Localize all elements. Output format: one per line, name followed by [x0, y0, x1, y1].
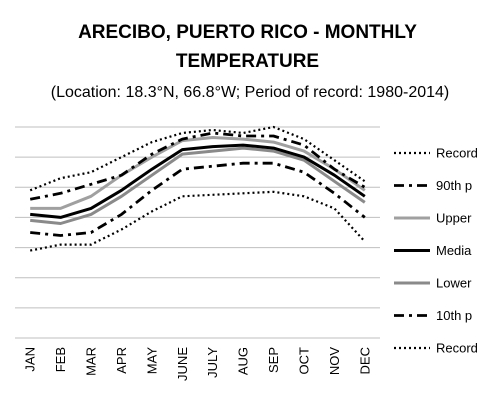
x-tick-label: OCT	[296, 347, 311, 375]
x-axis-ticks: JAN FEB MAR APR MAY JUNE JULY AUG SEP OCT NOV DEC	[23, 347, 373, 381]
legend-label: 90th p	[436, 178, 472, 193]
legend-label: Record	[436, 146, 478, 161]
x-tick-label: AUG	[236, 347, 251, 375]
x-tick-label: NOV	[327, 347, 342, 376]
x-tick-label: DEC	[357, 347, 372, 374]
x-tick-label: JULY	[205, 347, 220, 378]
chart-title-line-2: TEMPERATURE	[176, 51, 319, 72]
legend-label: Upper	[436, 211, 472, 226]
x-tick-label: FEB	[53, 347, 68, 372]
x-tick-label: MAY	[144, 347, 159, 375]
legend-label: Media	[436, 243, 472, 258]
series-line-record-6	[29, 190, 366, 252]
series-line-median-3	[30, 143, 366, 219]
series-line-10th-percentile-5	[30, 161, 366, 237]
x-tick-label: SEP	[266, 347, 281, 373]
chart-subtitle: (Location: 18.3°N, 66.8°W; Period of rec…	[51, 84, 450, 101]
legend-label: Lower	[436, 276, 472, 291]
x-tick-label: JUNE	[175, 347, 190, 381]
legend-label: 10th p	[436, 308, 472, 323]
legend-label: Record	[436, 341, 478, 356]
series-line-lower-4	[30, 146, 366, 225]
series-line-upper-2	[30, 136, 366, 210]
chart-title-line-1: ARECIBO, PUERTO RICO - MONTHLY	[78, 22, 417, 43]
x-tick-label: MAR	[84, 347, 99, 376]
legend: Record 90th p Upper Media Lower 10th p Record	[394, 146, 478, 356]
x-tick-label: JAN	[23, 347, 38, 372]
plot-area	[15, 125, 380, 339]
x-tick-label: APR	[114, 347, 129, 374]
